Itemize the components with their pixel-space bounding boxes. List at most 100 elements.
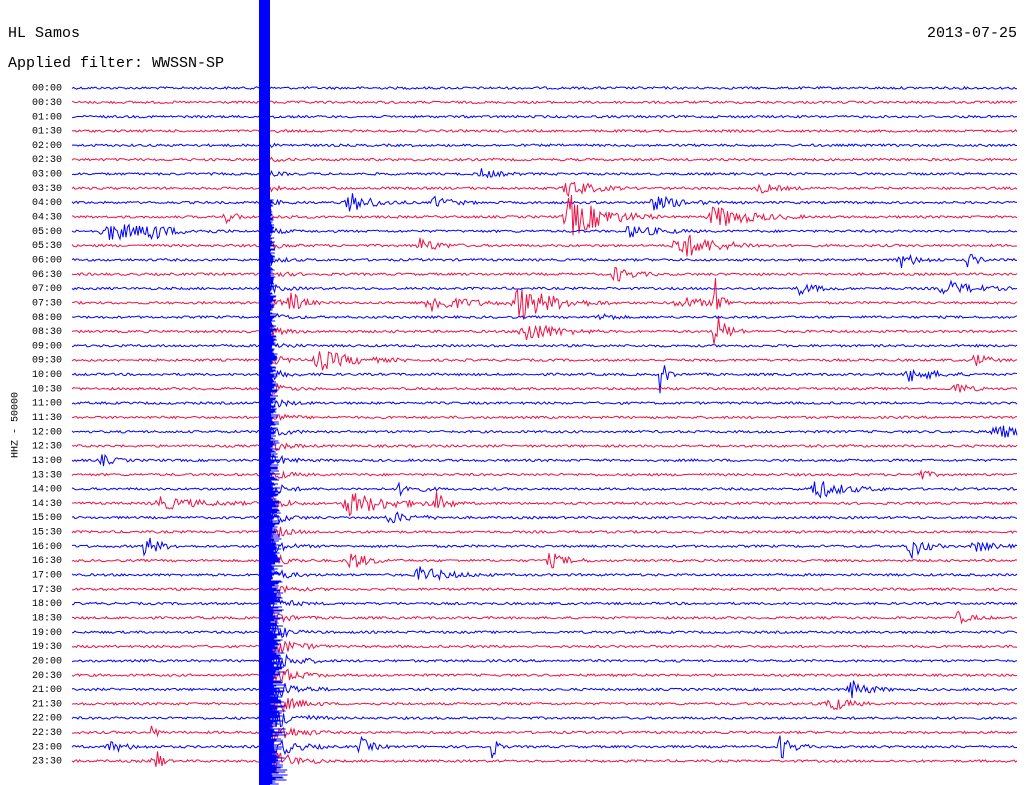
row-label: 15:30: [32, 528, 62, 539]
row-label: 20:30: [32, 671, 62, 682]
traces: [71, 0, 1018, 785]
row-label: 02:00: [32, 141, 62, 152]
trace: [71, 266, 1018, 282]
row-label: 07:00: [32, 284, 62, 295]
row-label: 14:30: [32, 499, 62, 510]
trace: [71, 278, 1018, 320]
row-label: 18:30: [32, 613, 62, 624]
row-label: 22:00: [32, 714, 62, 725]
trace: [71, 128, 1018, 134]
trace: [71, 745, 1018, 775]
trace: [71, 316, 1018, 345]
row-label: 23:00: [32, 742, 62, 753]
trace: [71, 365, 1018, 394]
row-label: 10:00: [32, 370, 62, 381]
trace: [71, 481, 1018, 499]
row-label: 19:30: [32, 642, 62, 653]
row-label: 00:00: [32, 84, 62, 95]
date: 2013-07-25: [927, 25, 1017, 42]
row-label: 13:30: [32, 470, 62, 481]
row-label: 04:00: [32, 198, 62, 209]
trace: [71, 584, 1018, 599]
trace: [71, 623, 1018, 639]
row-label: 16:30: [32, 556, 62, 567]
saturated-event: [259, 0, 270, 785]
station: HL Samos: [8, 25, 80, 42]
event-coda: [270, 199, 288, 785]
trace: [71, 142, 1017, 149]
row-label: 17:30: [32, 585, 62, 596]
row-label: 20:00: [32, 656, 62, 667]
row-label: 22:30: [32, 728, 62, 739]
trace: [71, 399, 1018, 409]
row-label: 19:00: [32, 628, 62, 639]
row-label: 10:30: [32, 384, 62, 395]
row-label: 00:30: [32, 98, 62, 109]
row-label: 09:30: [32, 356, 62, 367]
trace: [71, 668, 1018, 682]
trace: [71, 223, 1018, 241]
trace: [71, 608, 1018, 625]
row-label: 12:30: [32, 442, 62, 453]
row-label: 05:00: [32, 227, 62, 238]
row-label: 11:00: [32, 399, 62, 410]
trace: [71, 114, 1018, 119]
row-label: 14:00: [32, 485, 62, 496]
trace: [71, 469, 1018, 480]
row-label: 23:30: [32, 757, 62, 768]
trace: [71, 312, 1018, 321]
trace: [71, 526, 1018, 542]
trace: [71, 680, 1018, 702]
trace: [71, 100, 1018, 105]
trace: [71, 696, 1018, 717]
row-label: 09:00: [32, 341, 62, 352]
trace: [71, 537, 1018, 560]
trace: [71, 425, 1018, 438]
trace: [71, 351, 1018, 371]
trace: [71, 85, 1018, 90]
trace: [71, 510, 1018, 525]
trace: [71, 168, 1018, 179]
row-label: 06:30: [32, 270, 62, 281]
row-label: 17:00: [32, 571, 62, 582]
row-label: 18:00: [32, 599, 62, 610]
row-label: 03:30: [32, 184, 62, 195]
row-label: 01:00: [32, 112, 62, 123]
trace: [71, 706, 1018, 728]
trace: [71, 413, 1018, 421]
trace: [71, 253, 1018, 268]
trace: [71, 565, 1018, 582]
trace: [71, 735, 1018, 761]
trace: [71, 640, 1018, 662]
trace: [71, 234, 1018, 257]
row-label: 08:00: [32, 313, 62, 324]
row-label: 12:00: [32, 427, 62, 438]
trace: [71, 453, 1018, 467]
row-label: 01:30: [32, 127, 62, 138]
trace: [71, 653, 1018, 670]
trace: [71, 156, 1018, 163]
trace: [71, 440, 1018, 453]
row-label: 13:00: [32, 456, 62, 467]
row-label: 15:00: [32, 513, 62, 524]
row-label: 21:00: [32, 685, 62, 696]
trace: [71, 193, 1018, 212]
trace: [71, 382, 1018, 395]
filter: Applied filter: WWSSN-SP: [8, 55, 224, 72]
row-label: 06:00: [32, 255, 62, 266]
trace: [71, 181, 1018, 198]
trace: [71, 342, 1018, 348]
row-label: 07:30: [32, 298, 62, 309]
row-label: 08:30: [32, 327, 62, 338]
row-label: 16:00: [32, 542, 62, 553]
row-label: 04:30: [32, 213, 62, 224]
trace: [71, 491, 1018, 517]
row-label: 02:30: [32, 155, 62, 166]
row-label: 11:30: [32, 413, 62, 424]
trace: [71, 723, 1018, 746]
row-label: 05:30: [32, 241, 62, 252]
trace: [72, 595, 1018, 614]
trace: [71, 279, 1018, 297]
